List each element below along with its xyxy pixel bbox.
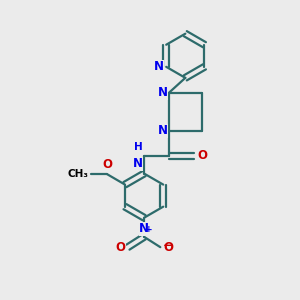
Text: O: O: [163, 241, 173, 254]
Text: H: H: [134, 142, 142, 152]
Text: N: N: [158, 124, 168, 137]
Text: N: N: [139, 222, 149, 236]
Text: N: N: [154, 60, 164, 73]
Text: O: O: [198, 149, 208, 162]
Text: −: −: [163, 239, 172, 252]
Text: O: O: [115, 241, 125, 254]
Text: O: O: [102, 158, 112, 171]
Text: N: N: [158, 86, 168, 99]
Text: CH₃: CH₃: [68, 169, 89, 179]
Text: +: +: [145, 225, 152, 234]
Text: N: N: [133, 158, 142, 170]
